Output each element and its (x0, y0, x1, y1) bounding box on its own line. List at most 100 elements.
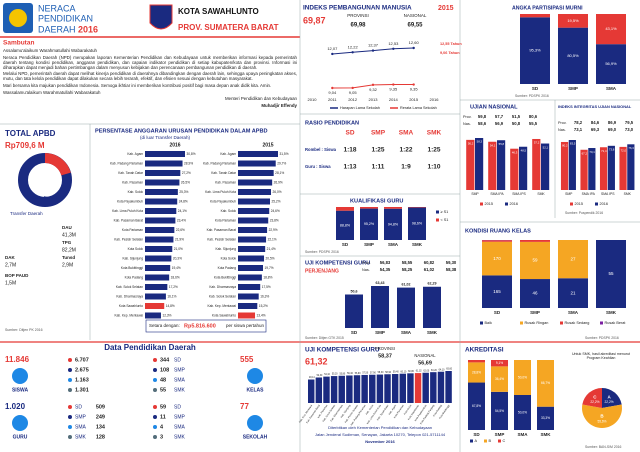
signature-role: Menteri Pendidikan dan Kebudayaan (224, 96, 297, 102)
cell: 84,6 (591, 120, 600, 125)
legend-swatch (560, 321, 563, 325)
value-label: 60,10 (401, 371, 407, 373)
legend-label: ≥ S1 (441, 210, 449, 214)
label: per siswa pertahun (226, 323, 265, 328)
bar (361, 374, 368, 403)
value-label: 58,30 (378, 372, 384, 374)
bar (238, 170, 274, 176)
value-label: 58,90 (385, 372, 391, 374)
label: 2015 (438, 5, 454, 12)
value-label: 12,07 (327, 46, 338, 51)
category-label: Kota Payakumbuh (210, 199, 236, 203)
value-label: 19,7% (265, 266, 274, 270)
bar (238, 160, 276, 167)
icon (247, 415, 263, 431)
legend-swatch (484, 439, 487, 443)
cell: 61,02 (424, 267, 435, 272)
level-dot (68, 378, 72, 382)
bar (514, 360, 531, 395)
value-label: 64,10 (439, 369, 445, 371)
cell: 78,2 (574, 120, 583, 125)
value-label: 21,9% (175, 237, 184, 241)
category-label: Kota Sawahlunto (119, 304, 143, 308)
bar (497, 140, 506, 190)
value-label: 28,9% (184, 161, 193, 165)
legend-swatch (480, 321, 483, 325)
bar (599, 147, 608, 190)
cell: 1:13 (343, 164, 356, 171)
bar (491, 360, 508, 367)
legend-swatch (520, 321, 523, 325)
bar (145, 303, 165, 309)
bar (482, 240, 512, 242)
bar (482, 241, 512, 276)
slice-name: B (600, 414, 604, 419)
label: Transfer Daerah (10, 211, 43, 216)
bar (568, 140, 576, 190)
category-label: Kota Pariaman (215, 218, 236, 222)
category-label: Kab. Pasaman Barat (207, 228, 237, 232)
cell: 51,5 (512, 114, 521, 119)
category-label: SD (473, 432, 480, 437)
x-tick-label: 2013 (369, 97, 379, 102)
row-label: Guru : Siswa (305, 164, 331, 169)
bar (558, 27, 588, 84)
legend-label: < S1 (441, 218, 449, 222)
source: Sumber: PDSPK 2016 (515, 94, 549, 98)
bar (376, 374, 384, 403)
bar (468, 360, 485, 363)
bar (519, 146, 528, 190)
count: 6.707 (75, 357, 89, 363)
category-label: Kota Padang (433, 404, 444, 418)
value-label: 61,02 (402, 283, 411, 287)
cell: 1:25 (371, 147, 384, 154)
x-tick-label: 2010 (308, 97, 318, 102)
value-label: 18,8% (263, 275, 272, 279)
source: Sumber: Ditjen PK 2016 (5, 328, 43, 332)
value-label: 27 (570, 256, 576, 261)
count: 128 (96, 434, 105, 440)
paragraph: Mari bersama kita majukan pendidikan Ind… (3, 83, 272, 89)
value-label: 50,0% (518, 375, 527, 379)
slice-label: 55,6% (597, 419, 606, 423)
category-label: SMP (495, 432, 505, 437)
category-label: Kota Bukittinggi (214, 275, 236, 279)
value-label: 83,5 (570, 142, 576, 146)
bar (619, 146, 627, 190)
value-label: 65,60 (446, 369, 452, 371)
level-dot (68, 415, 72, 419)
label: 41,3M (62, 232, 76, 238)
count: 55 (160, 387, 166, 393)
label: Tunsd (62, 255, 75, 260)
bar (145, 255, 172, 262)
category-label: SMA (568, 310, 579, 315)
x-tick-label: 2012 (348, 97, 358, 102)
legend-label: C (503, 439, 506, 443)
category-label: Kab. Solok Selatan (209, 294, 236, 298)
value-label: 18,6% (171, 275, 180, 279)
slice-name: A (607, 394, 611, 399)
cell: 59,8 (478, 114, 487, 119)
legend-label: A (475, 439, 478, 443)
label: Setara dengan: (149, 323, 180, 328)
section-title: INDEKS PEMBANGUNAN MANUSIA (303, 5, 412, 12)
pie-slice (582, 388, 602, 408)
bar (399, 373, 407, 403)
value-label: 9,05 (349, 90, 358, 95)
bar (627, 144, 635, 190)
bar (346, 375, 353, 403)
category-label: Kab. Dharmasraya (116, 294, 143, 298)
level-dot (68, 435, 72, 439)
bar (468, 362, 485, 383)
value-label: 52,30 (317, 375, 323, 377)
section-title: UJI KOMPETENSI GURU (305, 260, 370, 266)
bar (482, 275, 512, 308)
label: PERJENJANG (305, 268, 339, 274)
bar (145, 236, 174, 243)
value-label: 80,5% (567, 53, 579, 58)
year: 2016 (78, 24, 98, 34)
value-label: 36,4% (495, 377, 504, 381)
value-label: 48,14 (309, 377, 315, 379)
count: 344 (160, 357, 170, 363)
bar (514, 395, 531, 430)
